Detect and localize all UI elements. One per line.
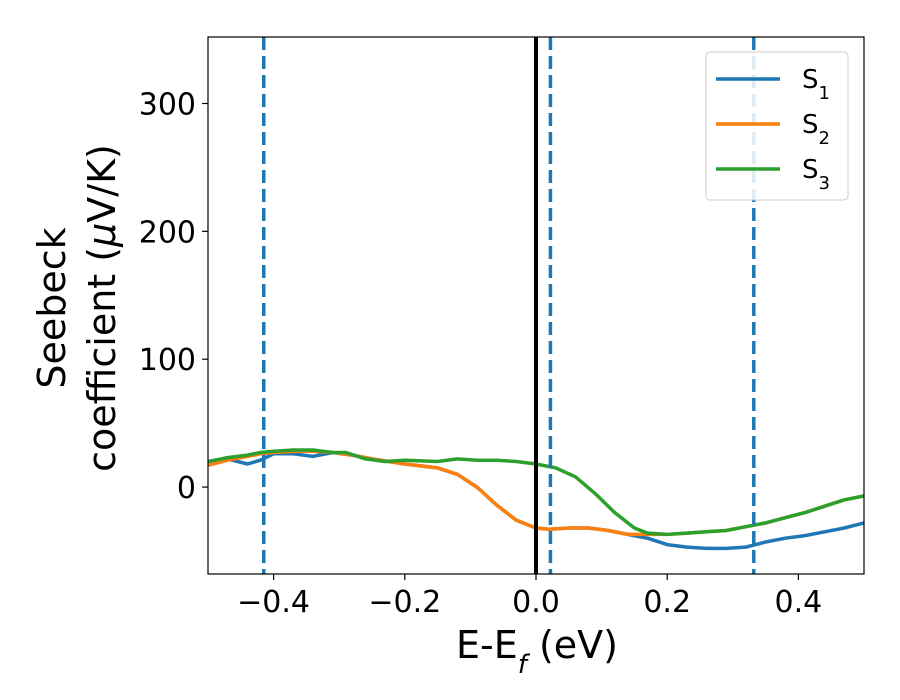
x-tick-label: 0.0 xyxy=(512,585,560,620)
reference-lines xyxy=(262,37,756,574)
x-axis-label: E-Ef (eV) xyxy=(456,623,618,680)
x-tick-label: 0.4 xyxy=(775,585,823,620)
y-axis-label-line1: Seebeck xyxy=(30,227,74,388)
legend-label-s3: S3 xyxy=(802,155,830,194)
legend: S1 S2 S3 xyxy=(705,51,849,201)
y-tick-label: 200 xyxy=(139,215,196,250)
y-tick-label: 300 xyxy=(139,87,196,122)
legend-box xyxy=(705,51,849,201)
legend-label-s2: S2 xyxy=(802,110,830,149)
y-tick-label: 0 xyxy=(177,471,196,506)
x-axis-ticks: −0.4 −0.2 0.0 0.2 0.4 xyxy=(237,574,822,620)
y-axis-label: Seebeck coefficient (μV/K) xyxy=(30,144,124,472)
y-tick-label: 100 xyxy=(139,343,196,378)
x-tick-label: −0.4 xyxy=(237,585,310,620)
y-axis-label-line2: coefficient (μV/K) xyxy=(80,144,124,472)
x-tick-label: −0.2 xyxy=(368,585,441,620)
x-tick-label: 0.2 xyxy=(643,585,691,620)
legend-label-s1: S1 xyxy=(802,65,830,104)
y-axis-ticks: 0 100 200 300 xyxy=(139,87,208,506)
